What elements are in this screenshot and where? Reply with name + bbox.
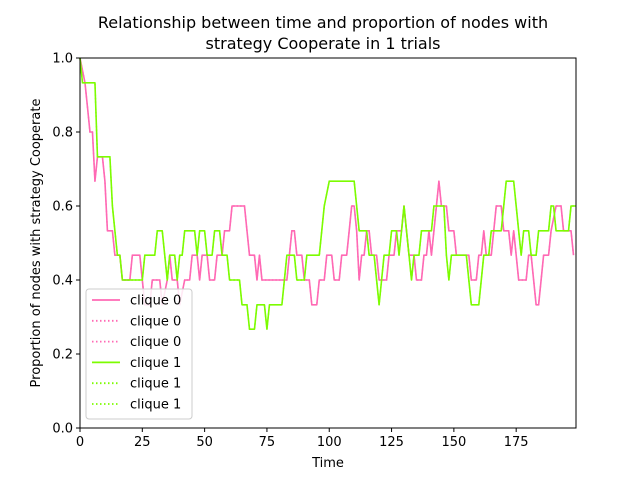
y-axis-label: Proportion of nodes with strategy Cooper… (29, 99, 44, 388)
x-tick-label: 175 (504, 435, 529, 450)
legend: clique 0 clique 0 clique 0 clique 1 clique 1… (85, 288, 193, 420)
legend-label: clique 1 (130, 398, 181, 413)
series-0-dotted-line (79, 57, 575, 306)
chart-title-line-1: Relationship between time and proportion… (98, 13, 548, 32)
x-tick-label: 100 (317, 435, 342, 450)
x-tick-label: 0 (76, 435, 84, 450)
y-tick-label: 0.2 (52, 348, 73, 363)
y-tick-label: 0.4 (52, 274, 73, 289)
x-tick-label: 150 (441, 435, 466, 450)
x-tick-label: 125 (379, 435, 404, 450)
chart-title-line-2: strategy Cooperate in 1 trials (206, 34, 441, 53)
x-axis-ticks: 0 25 50 75 100 125 150 175 (76, 428, 529, 450)
legend-label: clique 0 (130, 314, 181, 329)
x-tick-label: 50 (196, 435, 213, 450)
y-axis-ticks: 0.0 0.2 0.4 0.6 0.8 1.0 (52, 52, 80, 437)
x-axis-label: Time (311, 456, 344, 471)
y-tick-label: 0.8 (52, 126, 73, 141)
legend-label: clique 1 (130, 377, 181, 392)
legend-label: clique 0 (130, 294, 181, 309)
legend-label: clique 1 (130, 356, 181, 371)
legend-label: clique 0 (130, 335, 181, 350)
x-tick-label: 25 (134, 435, 151, 450)
y-tick-label: 0.0 (52, 422, 73, 437)
y-tick-label: 1.0 (52, 52, 73, 67)
y-tick-label: 0.6 (52, 200, 73, 215)
x-tick-label: 75 (259, 435, 276, 450)
plot-frame (79, 57, 577, 429)
series-1-dotted-line (79, 57, 576, 330)
series-0-line (79, 57, 575, 306)
